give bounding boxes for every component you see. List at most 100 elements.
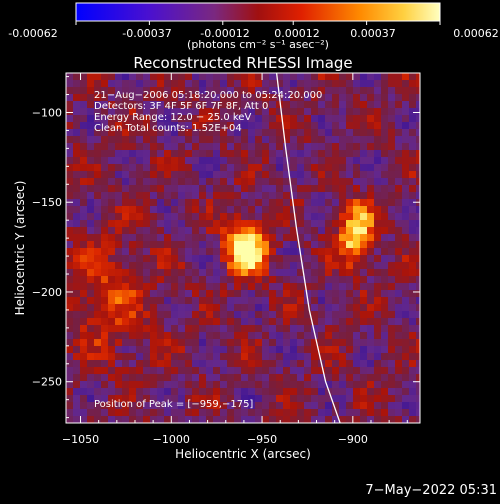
heatmap-cell	[388, 171, 396, 179]
heatmap-cell	[80, 318, 88, 326]
heatmap-cell	[332, 255, 340, 263]
heatmap-cell	[262, 185, 270, 193]
heatmap-cell	[402, 388, 410, 396]
heatmap-cell	[311, 234, 319, 242]
heatmap-cell	[199, 115, 207, 123]
heatmap-cell	[157, 262, 165, 270]
y-tick-label: −200	[32, 286, 62, 299]
heatmap-cell	[94, 283, 102, 291]
heatmap-cell	[416, 346, 420, 354]
heatmap-cell	[164, 262, 172, 270]
heatmap-cell	[297, 416, 305, 423]
heatmap-cell	[157, 199, 165, 207]
heatmap-cell	[115, 171, 123, 179]
heatmap-cell	[262, 234, 270, 242]
heatmap-cell	[87, 262, 95, 270]
heatmap-cell	[87, 73, 95, 81]
heatmap-cell	[318, 129, 326, 137]
heatmap-cell	[276, 220, 284, 228]
heatmap-cell	[143, 297, 151, 305]
heatmap-cell	[129, 402, 137, 410]
heatmap-cell	[367, 416, 375, 423]
heatmap-cell	[269, 290, 277, 298]
heatmap-cell	[402, 220, 410, 228]
heatmap-cell	[122, 297, 130, 305]
heatmap-cell	[157, 374, 165, 382]
heatmap-cell	[360, 80, 368, 88]
heatmap-cell	[276, 199, 284, 207]
heatmap-cell	[353, 192, 361, 200]
heatmap-cell	[101, 234, 109, 242]
heatmap-cell	[304, 318, 312, 326]
heatmap-cell	[213, 164, 221, 172]
heatmap-cell	[304, 304, 312, 312]
heatmap-cell	[178, 311, 186, 319]
heatmap-cell	[360, 262, 368, 270]
heatmap-cell	[346, 283, 354, 291]
heatmap-cell	[213, 262, 221, 270]
colorbar: -0.00062 -0.00037 -0.00012 0.00012 0.00037 0.…	[8, 2, 499, 51]
heatmap-cell	[66, 367, 74, 375]
heatmap-cell	[248, 381, 256, 389]
heatmap-cell	[157, 129, 165, 137]
colorbar-gradient	[75, 2, 441, 22]
x-tick-label: −1000	[153, 433, 190, 446]
heatmap-cell	[87, 304, 95, 312]
heatmap-cell	[248, 164, 256, 172]
heatmap-cell	[136, 395, 144, 403]
heatmap-cell	[101, 381, 109, 389]
heatmap-cell	[311, 297, 319, 305]
heatmap-cell	[164, 318, 172, 326]
heatmap-cell	[94, 108, 102, 116]
heatmap-cell	[108, 73, 116, 81]
heatmap-cell	[318, 269, 326, 277]
heatmap-cell	[353, 339, 361, 347]
heatmap-cell	[73, 402, 81, 410]
heatmap-cell	[339, 234, 347, 242]
heatmap-cell	[80, 262, 88, 270]
heatmap-cell	[206, 304, 214, 312]
heatmap-cell	[234, 353, 242, 361]
heatmap-cell	[150, 157, 158, 165]
heatmap-cell	[80, 304, 88, 312]
heatmap-cell	[269, 318, 277, 326]
heatmap-cell	[150, 374, 158, 382]
heatmap-cell	[164, 171, 172, 179]
heatmap-cell	[80, 325, 88, 333]
y-axis: −100−150−200−250	[32, 76, 420, 419]
heatmap-cell	[185, 339, 193, 347]
heatmap-cell	[416, 395, 420, 403]
heatmap-cell	[255, 332, 263, 340]
heatmap-cell	[227, 157, 235, 165]
heatmap-cell	[192, 297, 200, 305]
heatmap-cell	[409, 339, 417, 347]
heatmap-cell	[255, 325, 263, 333]
heatmap-cell	[325, 395, 333, 403]
heatmap-cell	[276, 171, 284, 179]
heatmap-cell	[402, 80, 410, 88]
heatmap-cell	[395, 241, 403, 249]
heatmap-cell	[115, 304, 123, 312]
heatmap-cell	[367, 199, 375, 207]
heatmap-cell	[367, 213, 375, 221]
heatmap-cell	[318, 199, 326, 207]
heatmap-cell	[360, 360, 368, 368]
heatmap-cell	[255, 213, 263, 221]
heatmap-cell	[276, 227, 284, 235]
heatmap-cell	[129, 94, 137, 102]
heatmap-cell	[73, 115, 81, 123]
heatmap-cell	[122, 150, 130, 158]
heatmap-cell	[227, 416, 235, 423]
heatmap-cell	[290, 395, 298, 403]
heatmap-cell	[241, 241, 249, 249]
heatmap-cell	[374, 122, 382, 130]
heatmap-cell	[115, 332, 123, 340]
heatmap-cell	[220, 248, 228, 256]
heatmap-cell	[115, 178, 123, 186]
heatmap-cell	[395, 269, 403, 277]
heatmap-cell	[87, 206, 95, 214]
heatmap-cell	[136, 234, 144, 242]
heatmap-cell	[199, 171, 207, 179]
heatmap-cell	[129, 409, 137, 417]
heatmap-cell	[171, 122, 179, 130]
